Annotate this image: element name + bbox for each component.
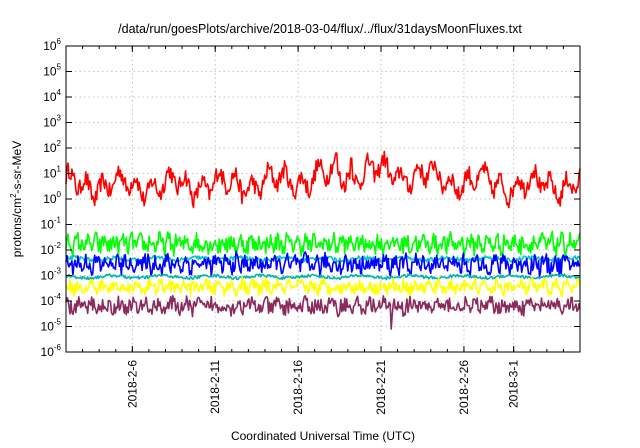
y-tick-label-exponent: -6 [54, 343, 62, 352]
y-tick-label-base: 10 [43, 116, 57, 130]
x-tick-label: 2018-2-6 [125, 360, 139, 408]
x-tick-label: 2018-2-21 [374, 360, 388, 415]
y-tick-label: 10-1 [41, 216, 62, 232]
x-tick-labels: 2018-2-6 2018-2-11 2018-2-16 2018-2-21 2018-… [125, 360, 520, 415]
series-line-4 [65, 250, 581, 278]
y-tick-label: 101 [43, 165, 61, 181]
y-tick-label-base: 10 [43, 141, 57, 155]
y-tick-label-base: 10 [43, 192, 57, 206]
y-tick-label: 100 [43, 190, 61, 206]
plot-frame [65, 45, 581, 353]
x-tick-label: 2018-2-26 [457, 360, 471, 415]
y-tick-label-base: 10 [43, 39, 57, 53]
y-tick-label: 10-2 [41, 241, 62, 257]
y-tick-label: 106 [43, 37, 61, 53]
y-axis-label-part2: -s-sr-MeV [10, 141, 24, 194]
x-tick-label: 2018-2-11 [208, 360, 222, 414]
y-tick-label-exponent: 2 [57, 139, 62, 148]
series-line-5 [65, 273, 581, 281]
y-tick-label-exponent: 4 [57, 88, 62, 97]
series-line-6 [65, 276, 581, 298]
y-tick-label-exponent: -5 [54, 318, 62, 327]
y-tick-label-exponent: -3 [54, 267, 62, 276]
y-axis-label: protons/cm2-s-sr-MeV [9, 141, 24, 257]
y-tick-label-base: 10 [41, 294, 55, 308]
y-tick-label-base: 10 [41, 345, 55, 359]
x-tick-label: 2018-3-1 [507, 360, 521, 408]
grid [66, 46, 580, 352]
y-tick-labels: 10-610-510-410-310-210-11001011021031041… [41, 37, 62, 359]
y-tick-label-exponent: -2 [54, 241, 62, 250]
y-tick-label: 10-4 [41, 292, 62, 308]
x-axis-label: Coordinated Universal Time (UTC) [231, 429, 415, 443]
y-tick-label-base: 10 [41, 320, 55, 334]
y-tick-label-base: 10 [43, 90, 57, 104]
y-tick-label-base: 10 [41, 218, 55, 232]
y-tick-label-base: 10 [41, 269, 55, 283]
y-tick-label-base: 10 [43, 167, 57, 181]
y-tick-label: 104 [43, 88, 61, 104]
chart-title: /data/run/goesPlots/archive/2018-03-04/f… [118, 22, 522, 36]
y-tick-label: 105 [43, 63, 61, 79]
y-tick-label: 10-3 [41, 267, 62, 283]
series-line-2 [65, 230, 581, 258]
y-tick-label: 10-6 [41, 343, 62, 359]
y-tick-label-exponent: -4 [54, 292, 62, 301]
series-group [65, 150, 581, 330]
y-axis-label-superscript: 2 [9, 193, 18, 198]
y-tick-label-exponent: 0 [57, 190, 62, 199]
y-tick-label-exponent: 5 [57, 63, 62, 72]
y-tick-label: 10-5 [41, 318, 62, 334]
x-tick-label: 2018-2-16 [291, 360, 305, 415]
y-tick-label: 102 [43, 139, 61, 155]
y-axis-label-part1: protons/cm [10, 198, 24, 257]
y-tick-label-exponent: 6 [57, 37, 62, 46]
y-tick-label-exponent: -1 [54, 216, 62, 225]
y-tick-label-exponent: 3 [57, 114, 62, 123]
series-line-7 [65, 294, 581, 330]
y-tick-label-base: 10 [41, 243, 55, 257]
y-tick-label: 103 [43, 114, 61, 130]
series-line-1 [65, 150, 581, 209]
y-tick-label-exponent: 1 [57, 165, 62, 174]
y-tick-label-base: 10 [43, 65, 57, 79]
